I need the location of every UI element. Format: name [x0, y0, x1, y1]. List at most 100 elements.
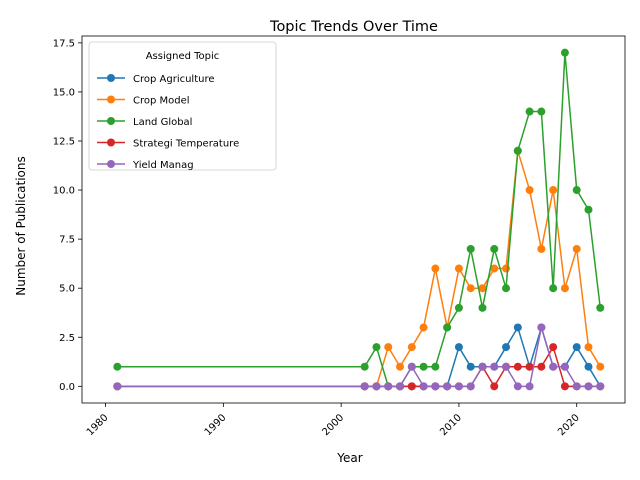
legend-entry: Land Global — [97, 117, 192, 128]
y-tick-label: 17.5 — [53, 38, 75, 49]
y-tick-label: 10.0 — [53, 186, 75, 197]
data-point — [572, 343, 581, 352]
data-point — [549, 186, 558, 195]
data-point — [419, 382, 428, 391]
y-tick-label: 12.5 — [53, 136, 75, 147]
data-point — [443, 323, 452, 332]
data-point — [584, 343, 593, 352]
legend-entry: Yield Manag — [97, 160, 194, 171]
legend-entry: Crop Model — [97, 95, 190, 107]
data-point — [466, 382, 475, 391]
data-point — [572, 244, 581, 253]
data-point — [360, 362, 369, 371]
series-line — [117, 324, 601, 388]
data-point — [537, 323, 546, 332]
data-point — [372, 343, 381, 352]
data-point — [396, 382, 405, 391]
legend-marker — [107, 74, 115, 82]
y-tick-label: 5.0 — [59, 284, 75, 295]
plot-area — [113, 48, 605, 391]
y-tick-label: 2.5 — [59, 333, 75, 344]
series-line — [117, 327, 601, 388]
data-point — [560, 284, 569, 293]
data-point — [513, 362, 522, 371]
data-point — [454, 343, 463, 352]
legend-title: Assigned Topic — [146, 51, 220, 62]
data-point — [525, 362, 534, 371]
data-point — [502, 264, 511, 273]
x-tick-label: 2020 — [556, 412, 582, 438]
data-point — [513, 323, 522, 332]
data-point — [478, 362, 487, 371]
data-point — [560, 48, 569, 57]
data-point — [466, 284, 475, 293]
data-point — [572, 382, 581, 391]
data-point — [549, 362, 558, 371]
data-point — [525, 107, 534, 116]
x-tick-label: 2010 — [438, 412, 464, 438]
x-tick-label: 1980 — [85, 412, 111, 438]
data-point — [490, 264, 499, 273]
data-point — [431, 264, 440, 273]
x-axis-label: Year — [336, 451, 362, 465]
data-point — [478, 284, 487, 293]
data-point — [431, 362, 440, 371]
y-tick-label: 0.0 — [59, 382, 75, 393]
data-point — [360, 382, 369, 391]
data-point — [525, 186, 534, 195]
data-point — [419, 362, 428, 371]
legend-box — [88, 41, 277, 171]
data-point — [502, 284, 511, 293]
data-point — [584, 382, 593, 391]
data-point — [454, 264, 463, 273]
y-axis-label: Number of Publications — [14, 156, 28, 296]
legend-marker — [107, 117, 115, 125]
legend-entry: Strategi Temperature — [97, 138, 239, 150]
data-point — [431, 382, 440, 391]
legend: Assigned Topic Crop Agriculture Crop Model… — [88, 41, 277, 171]
series-line — [117, 150, 601, 388]
data-point — [454, 303, 463, 312]
data-point — [584, 205, 593, 214]
data-point — [466, 362, 475, 371]
x-tick-label: 2000 — [320, 412, 346, 438]
y-tick-label: 7.5 — [59, 235, 75, 246]
data-point — [384, 382, 393, 391]
data-point — [513, 382, 522, 391]
x-tick-label: 1990 — [203, 412, 229, 438]
data-point — [572, 186, 581, 195]
data-point — [466, 244, 475, 253]
data-point — [407, 343, 416, 352]
series-1 — [113, 146, 605, 391]
y-axis: 0.0 2.5 5.0 7.5 10.0 12.5 15.0 17.5 — [53, 38, 82, 393]
legend-label: Crop Model — [133, 96, 190, 107]
data-point — [490, 382, 499, 391]
x-axis: 1980 1990 2000 2010 2020 — [85, 403, 582, 438]
data-point — [490, 362, 499, 371]
data-point — [372, 382, 381, 391]
data-point — [596, 303, 605, 312]
data-point — [560, 382, 569, 391]
data-point — [596, 382, 605, 391]
legend-label: Strategi Temperature — [133, 139, 239, 150]
data-point — [490, 244, 499, 253]
data-point — [584, 362, 593, 371]
data-point — [596, 362, 605, 371]
data-point — [560, 362, 569, 371]
data-point — [478, 303, 487, 312]
legend-marker — [107, 95, 115, 104]
legend-label: Land Global — [133, 117, 192, 128]
data-point — [419, 323, 428, 332]
data-point — [549, 343, 558, 352]
data-point — [407, 382, 416, 391]
data-point — [502, 343, 511, 352]
data-point — [537, 107, 546, 116]
data-point — [502, 362, 511, 371]
data-point — [113, 362, 122, 371]
axes-frame — [81, 35, 626, 404]
legend-label: Crop Agriculture — [133, 74, 215, 85]
data-point — [443, 382, 452, 391]
data-point — [549, 284, 558, 293]
data-point — [537, 244, 546, 253]
